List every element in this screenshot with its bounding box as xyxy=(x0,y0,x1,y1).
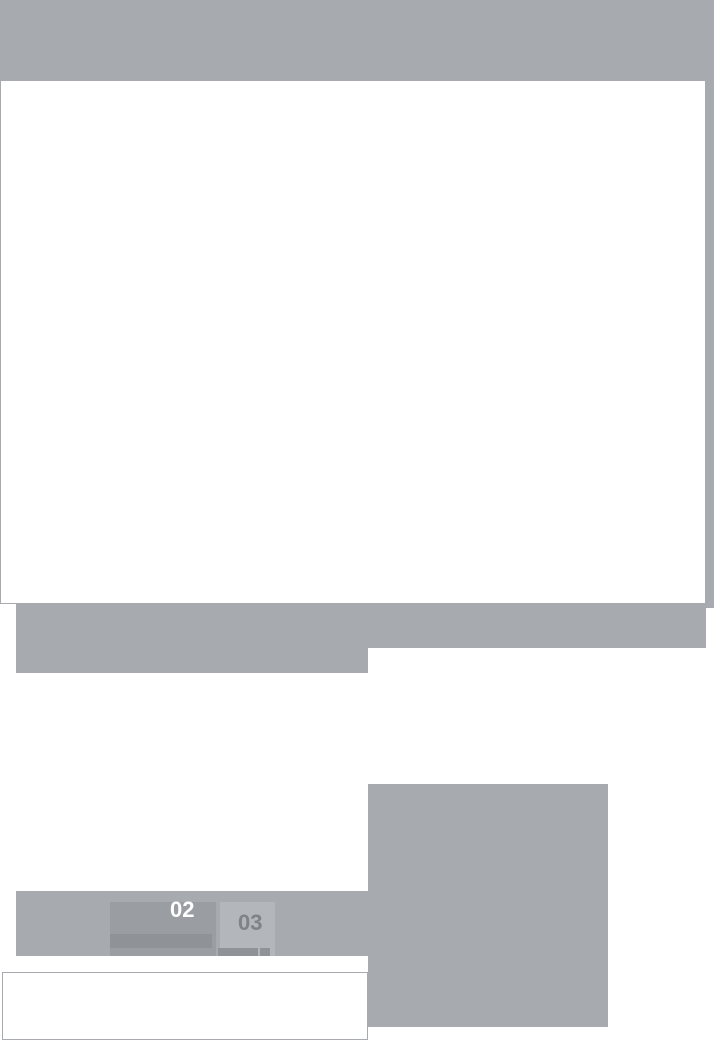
tab-03-label: 03 xyxy=(238,912,262,934)
main-panel xyxy=(0,80,706,604)
small-bar-c xyxy=(260,948,270,956)
scrollbar-track[interactable] xyxy=(706,0,714,608)
top-band xyxy=(0,0,706,80)
under-band-left xyxy=(16,604,368,673)
small-bar-a xyxy=(110,934,212,948)
bottom-left-panel xyxy=(2,972,368,1040)
small-bar-b xyxy=(218,948,258,956)
tab-02-label: 02 xyxy=(170,899,194,921)
right-tall-block xyxy=(368,784,608,1027)
